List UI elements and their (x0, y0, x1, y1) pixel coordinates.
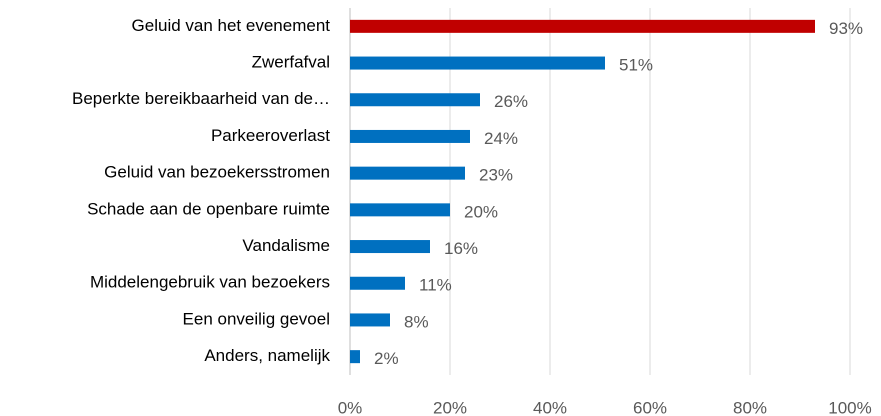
bar (350, 93, 480, 107)
x-tick-label: 80% (733, 398, 767, 416)
x-tick-label: 40% (533, 398, 567, 416)
bar (350, 19, 815, 33)
y-tick-label: Geluid van bezoekersstromen (104, 163, 330, 182)
bar (350, 56, 605, 70)
value-label: 93% (829, 19, 863, 38)
y-tick-label: Geluid van het evenement (132, 16, 331, 35)
value-label: 24% (484, 129, 518, 148)
bar (350, 350, 360, 364)
value-label: 20% (464, 202, 498, 221)
bar (350, 166, 465, 180)
value-label: 2% (374, 349, 399, 368)
x-tick-label: 0% (338, 398, 363, 416)
y-tick-label: Anders, namelijk (204, 346, 330, 365)
y-tick-label: Middelengebruik van bezoekers (90, 273, 330, 292)
x-tick-label: 60% (633, 398, 667, 416)
value-label: 51% (619, 56, 653, 75)
value-label: 11% (419, 276, 452, 295)
y-tick-label: Zwerfafval (252, 53, 330, 72)
bar (350, 276, 405, 290)
y-tick-label: Schade aan de openbare ruimte (87, 199, 330, 218)
value-label: 8% (404, 312, 429, 331)
value-label: 26% (494, 92, 528, 111)
bar (350, 129, 470, 143)
y-tick-label: Parkeeroverlast (211, 126, 330, 145)
bar (350, 313, 390, 327)
value-label: 16% (444, 239, 478, 258)
y-tick-label: Vandalisme (242, 236, 330, 255)
y-tick-label: Een onveilig gevoel (183, 309, 330, 328)
y-tick-label: Beperkte bereikbaarheid van de… (72, 89, 330, 108)
x-tick-label: 20% (433, 398, 467, 416)
bar (350, 203, 450, 217)
value-label: 23% (479, 166, 513, 185)
bar (350, 240, 430, 254)
x-tick-label: 100% (828, 398, 871, 416)
